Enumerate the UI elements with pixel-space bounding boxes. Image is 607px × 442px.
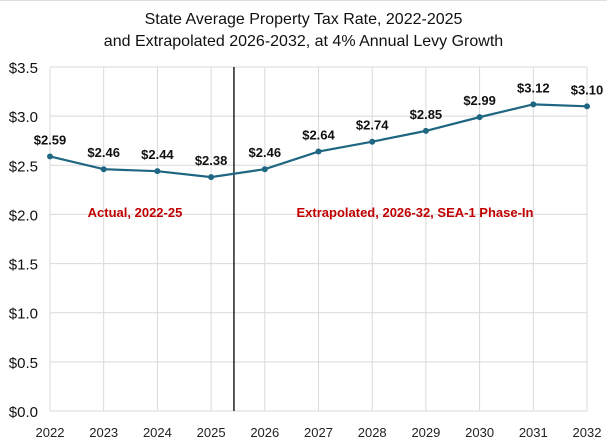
- y-tick-label: $0.5: [9, 355, 38, 372]
- annotation-extrapolated: Extrapolated, 2026-32, SEA-1 Phase-In: [297, 205, 534, 220]
- data-point: [530, 101, 537, 108]
- data-point: [154, 168, 161, 175]
- y-tick-label: $1.5: [9, 257, 38, 274]
- x-tick-label: 2024: [143, 425, 172, 440]
- data-point: [100, 166, 107, 173]
- y-tick-label: $1.0: [9, 306, 38, 323]
- x-tick-label: 2027: [304, 425, 333, 440]
- data-point: [208, 174, 215, 181]
- data-label: $2.59: [34, 132, 67, 147]
- data-point: [47, 153, 53, 160]
- data-label: $2.74: [356, 118, 389, 133]
- data-label: $2.46: [249, 145, 282, 160]
- chart-title-line2: and Extrapolated 2026-2032, at 4% Annual…: [103, 33, 504, 50]
- data-label: $2.46: [87, 145, 120, 160]
- y-tick-label: $3.5: [9, 60, 38, 77]
- data-point: [584, 103, 590, 110]
- chart-title: State Average Property Tax Rate, 2022-20…: [0, 9, 607, 53]
- x-tick-label: 2029: [411, 425, 440, 440]
- data-point: [476, 114, 483, 121]
- data-label: $3.10: [571, 82, 604, 97]
- x-tick-label: 2030: [465, 425, 494, 440]
- x-tick-label: 2026: [250, 425, 279, 440]
- y-tick-label: $2.0: [9, 207, 38, 224]
- annotation-actual: Actual, 2022-25: [88, 205, 183, 220]
- x-tick-label: 2023: [89, 425, 118, 440]
- data-label: $2.99: [463, 93, 496, 108]
- data-point: [369, 138, 376, 145]
- x-tick-label: 2031: [519, 425, 548, 440]
- data-label: $2.64: [302, 128, 335, 143]
- x-tick-label: 2032: [573, 425, 602, 440]
- y-tick-label: $0.0: [9, 404, 38, 421]
- data-point: [315, 148, 322, 155]
- data-label: $2.38: [195, 153, 228, 168]
- data-point: [422, 127, 429, 134]
- data-label: $2.44: [141, 147, 174, 162]
- y-tick-label: $3.0: [9, 109, 38, 126]
- data-label: $2.85: [410, 107, 443, 122]
- data-point: [261, 166, 268, 173]
- data-label: $3.12: [517, 80, 550, 95]
- x-tick-label: 2028: [358, 425, 387, 440]
- x-tick-label: 2022: [36, 425, 65, 440]
- x-tick-label: 2025: [197, 425, 226, 440]
- chart-title-line1: State Average Property Tax Rate, 2022-20…: [144, 11, 463, 28]
- y-tick-label: $2.5: [9, 158, 38, 175]
